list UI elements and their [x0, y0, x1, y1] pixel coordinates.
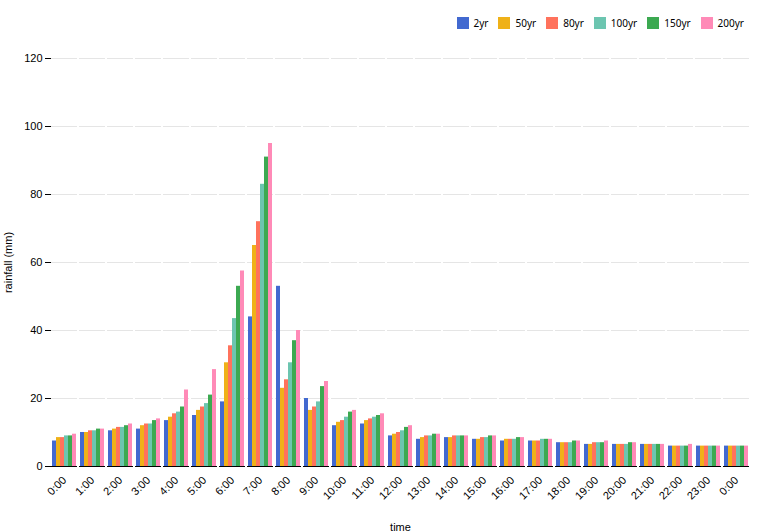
svg-text:17:00: 17:00 — [516, 474, 544, 502]
svg-text:1:00: 1:00 — [73, 474, 97, 498]
svg-text:8:00: 8:00 — [269, 474, 293, 498]
svg-text:5:00: 5:00 — [185, 474, 209, 498]
svg-text:80: 80 — [30, 188, 42, 200]
svg-text:2:00: 2:00 — [101, 474, 125, 498]
svg-text:9:00: 9:00 — [297, 474, 321, 498]
svg-text:19:00: 19:00 — [572, 474, 600, 502]
html-text:2yr: 2yr — [473, 15, 489, 30]
svg-text:rainfall (mm): rainfall (mm) — [2, 232, 14, 293]
svg-text:6:00: 6:00 — [213, 474, 237, 498]
svg-text:22:00: 22:00 — [656, 474, 684, 502]
svg-text:time: time — [390, 521, 411, 532]
svg-text:21:00: 21:00 — [628, 474, 656, 502]
svg-text:120: 120 — [24, 52, 42, 64]
svg-text:0:00: 0:00 — [717, 474, 741, 498]
svg-text:10:00: 10:00 — [320, 474, 348, 502]
svg-text:13:00: 13:00 — [404, 474, 432, 502]
svg-text:4:00: 4:00 — [157, 474, 181, 498]
svg-text:23:00: 23:00 — [684, 474, 712, 502]
svg-text:3:00: 3:00 — [129, 474, 153, 498]
svg-text:20:00: 20:00 — [600, 474, 628, 502]
svg-text:11:00: 11:00 — [349, 474, 376, 501]
html-text:200yr: 200yr — [717, 15, 744, 30]
svg-text:0: 0 — [36, 460, 42, 472]
svg-text:60: 60 — [30, 256, 42, 268]
svg-text:40: 40 — [30, 324, 42, 336]
html-text:100yr: 100yr — [610, 15, 638, 30]
svg-text:16:00: 16:00 — [488, 474, 516, 502]
svg-text:12:00: 12:00 — [376, 474, 404, 502]
svg-text:15:00: 15:00 — [460, 474, 488, 502]
svg-text:100: 100 — [24, 120, 42, 132]
svg-text:20: 20 — [30, 392, 42, 404]
svg-text:7:00: 7:00 — [241, 474, 265, 498]
html-text:150yr: 150yr — [664, 15, 691, 30]
svg-text:18:00: 18:00 — [544, 474, 572, 502]
html-text:50yr: 50yr — [515, 15, 537, 30]
html-text:80yr: 80yr — [563, 15, 584, 30]
svg-text:0:00: 0:00 — [45, 474, 69, 498]
svg-text:14:00: 14:00 — [432, 474, 460, 502]
